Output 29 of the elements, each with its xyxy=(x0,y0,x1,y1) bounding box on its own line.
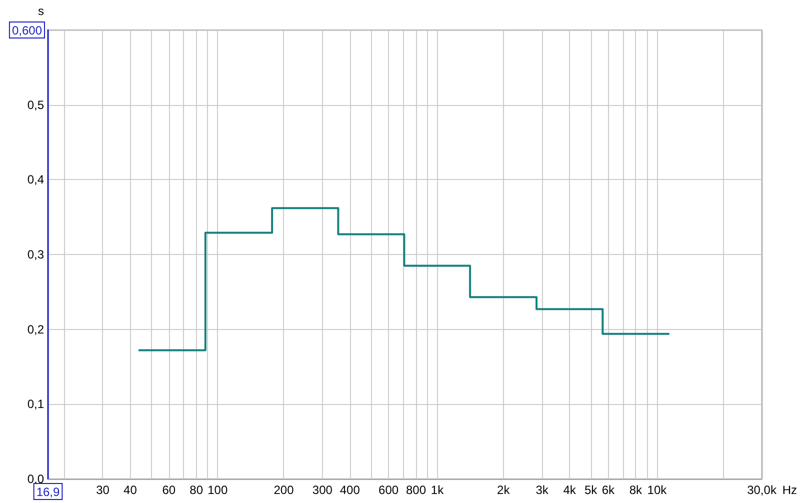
x-tick-label: 10k xyxy=(647,483,668,497)
x-tick-label: 800 xyxy=(406,483,426,497)
x-tick-label: 600 xyxy=(378,483,399,497)
y-tick-label: 0,600 xyxy=(12,24,42,38)
x-tick-label: 2k xyxy=(497,483,511,497)
x-tick-label: 80 xyxy=(190,483,204,497)
x-tick-label: 30,0k xyxy=(747,483,778,497)
x-tick-label: 3k xyxy=(536,483,550,497)
x-tick-label: 400 xyxy=(340,483,360,497)
y-tick-label: 0,2 xyxy=(27,322,44,336)
x-tick-label: 300 xyxy=(312,483,333,497)
y-tick-label: 0,4 xyxy=(27,172,44,187)
x-tick-label: 30 xyxy=(96,483,110,497)
x-tick-label: 16,9 xyxy=(36,485,60,499)
y-tick-label: 0,1 xyxy=(27,397,44,412)
y-tick-label: 0,3 xyxy=(27,248,44,262)
x-tick-label: 6k xyxy=(602,483,616,497)
y-axis-title: s xyxy=(38,4,44,18)
x-tick-label: 60 xyxy=(162,483,176,497)
x-axis-title: Hz xyxy=(782,483,798,497)
x-tick-label: 40 xyxy=(124,483,138,497)
y-tick-label: 0,0 xyxy=(27,472,44,486)
x-tick-label: 200 xyxy=(274,483,294,497)
x-tick-label: 1k xyxy=(430,483,445,497)
x-tick-label: 4k xyxy=(563,483,577,497)
x-tick-label: 8k xyxy=(629,483,643,497)
x-tick-label: 5k xyxy=(584,483,598,497)
x-tick-label: 100 xyxy=(208,483,228,497)
y-tick-label: 0,5 xyxy=(27,98,44,112)
